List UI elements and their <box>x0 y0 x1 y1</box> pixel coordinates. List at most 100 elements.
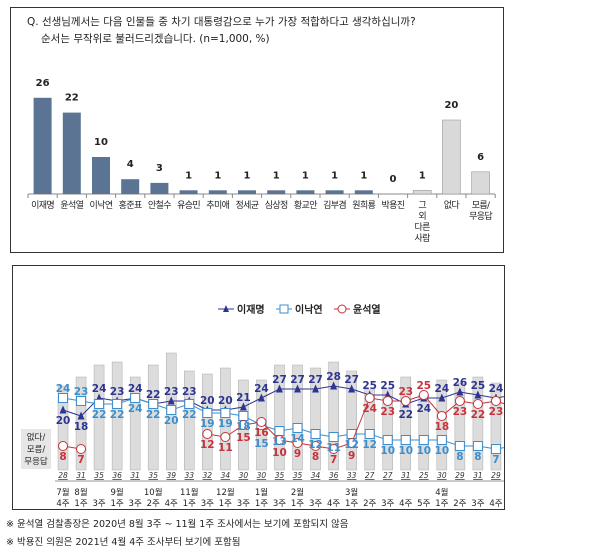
week-label: 3주 <box>381 499 394 509</box>
nonresponse-label: 33 <box>185 471 195 480</box>
data-marker <box>328 444 339 454</box>
data-marker <box>238 411 249 421</box>
nonresponse-label: 35 <box>293 471 303 480</box>
data-label: 9 <box>294 448 301 460</box>
ylabel-text: 모름/ <box>27 445 46 455</box>
data-label: 20 <box>164 415 179 427</box>
bar <box>208 190 227 194</box>
data-marker <box>202 408 213 418</box>
data-marker <box>454 396 465 406</box>
data-marker <box>400 396 411 406</box>
week-label: 3주 <box>129 499 142 509</box>
month-label: 7월 <box>56 487 69 498</box>
data-marker <box>112 399 123 409</box>
data-marker <box>294 384 302 393</box>
footnote-1: ※ 윤석열 검찰총장은 2020년 8월 3주 ~ 11월 1주 조사에서는 보… <box>6 519 349 530</box>
data-label: 12 <box>344 439 359 451</box>
week-label: 1주 <box>435 499 448 509</box>
data-label: 8 <box>456 451 463 463</box>
nonresponse-label: 34 <box>221 471 231 480</box>
month-label: 11월 <box>180 487 199 498</box>
month-label: 3월 <box>345 487 358 498</box>
bar-value-label: 1 <box>360 170 367 181</box>
data-label: 9 <box>348 450 355 462</box>
data-marker <box>77 411 85 420</box>
nonresponse-label: 31 <box>76 471 86 480</box>
data-label: 24 <box>435 383 450 395</box>
data-marker <box>58 441 68 451</box>
data-label: 7 <box>330 454 337 466</box>
category-label: 추미애 <box>206 200 229 211</box>
bar <box>412 190 432 195</box>
bar-chart: 26이재명22윤석열10이낙연4홍준표3안철수1유승민1추미애1정세균1심상정1… <box>27 78 496 244</box>
data-marker <box>59 405 67 414</box>
data-marker <box>364 429 375 439</box>
data-marker <box>418 435 429 445</box>
data-label: 10 <box>435 445 450 457</box>
data-marker <box>220 408 231 418</box>
data-label: 22 <box>110 409 125 421</box>
question-subtext: 순서는 무작위로 불러드리겠습니다. (n=1,000, %) <box>41 33 270 45</box>
data-label: 26 <box>453 377 468 389</box>
data-label: 8 <box>59 451 66 463</box>
month-label: 10월 <box>144 487 163 498</box>
week-label: 1주 <box>255 499 268 509</box>
data-label: 19 <box>200 418 215 430</box>
data-label: 22 <box>146 389 161 401</box>
category-label: 심상정 <box>265 200 288 211</box>
bar <box>238 190 256 194</box>
nonresponse-bar <box>129 376 141 471</box>
bar-value-label: 0 <box>390 174 397 185</box>
bar-chart-panel: Q. 선생님께서는 다음 인물들 중 차기 대통령감으로 누가 가장 적합하다고… <box>10 7 504 253</box>
ylabel-text: 무응답 <box>24 456 48 467</box>
data-marker <box>202 429 213 439</box>
nonresponse-bar <box>472 376 484 471</box>
data-label: 21 <box>236 392 251 404</box>
month-label: 4월 <box>435 487 448 498</box>
week-label: 4주 <box>56 499 69 509</box>
bar-value-label: 1 <box>185 170 192 181</box>
data-label: 25 <box>416 380 431 392</box>
nonresponse-label: 36 <box>329 471 339 480</box>
bar <box>92 157 110 194</box>
data-label: 12 <box>308 439 323 451</box>
data-label: 25 <box>471 380 486 392</box>
week-label: 1주 <box>183 499 196 509</box>
week-label: 3주 <box>92 499 105 509</box>
data-label: 12 <box>362 439 377 451</box>
category-label: 없다 <box>444 200 461 211</box>
nonresponse-label: 29 <box>455 471 465 480</box>
data-label: 8 <box>312 451 319 463</box>
nonresponse-bar <box>75 376 87 471</box>
week-label: 5주 <box>417 499 430 509</box>
bar-value-label: 10 <box>94 137 108 148</box>
nonresponse-bar <box>220 367 231 471</box>
nonresponse-label: 35 <box>148 471 158 480</box>
legend-marker <box>279 304 289 314</box>
bar-value-label: 1 <box>302 170 309 181</box>
data-marker <box>274 435 285 445</box>
nonresponse-bar <box>382 388 393 471</box>
data-marker <box>438 393 446 402</box>
category-label: 모름/ <box>472 200 491 211</box>
data-marker <box>348 384 356 393</box>
data-label: 10 <box>272 447 287 459</box>
data-label: 10 <box>398 445 413 457</box>
data-label: 19 <box>218 418 233 430</box>
nonresponse-bar <box>274 364 285 471</box>
data-label: 15 <box>254 438 269 450</box>
category-label: 황교안 <box>294 200 317 211</box>
data-marker <box>312 384 320 393</box>
data-marker <box>94 399 105 409</box>
bar-value-label: 1 <box>273 170 280 181</box>
data-label: 27 <box>344 374 359 386</box>
legend-label: 이재명 <box>237 303 265 316</box>
nonresponse-bar <box>292 364 303 471</box>
nonresponse-label: 34 <box>311 471 321 480</box>
ylabel-text: 없다/ <box>27 433 46 443</box>
bar-value-label: 1 <box>419 170 426 181</box>
week-label: 3주 <box>273 499 286 509</box>
data-label: 23 <box>182 386 197 398</box>
